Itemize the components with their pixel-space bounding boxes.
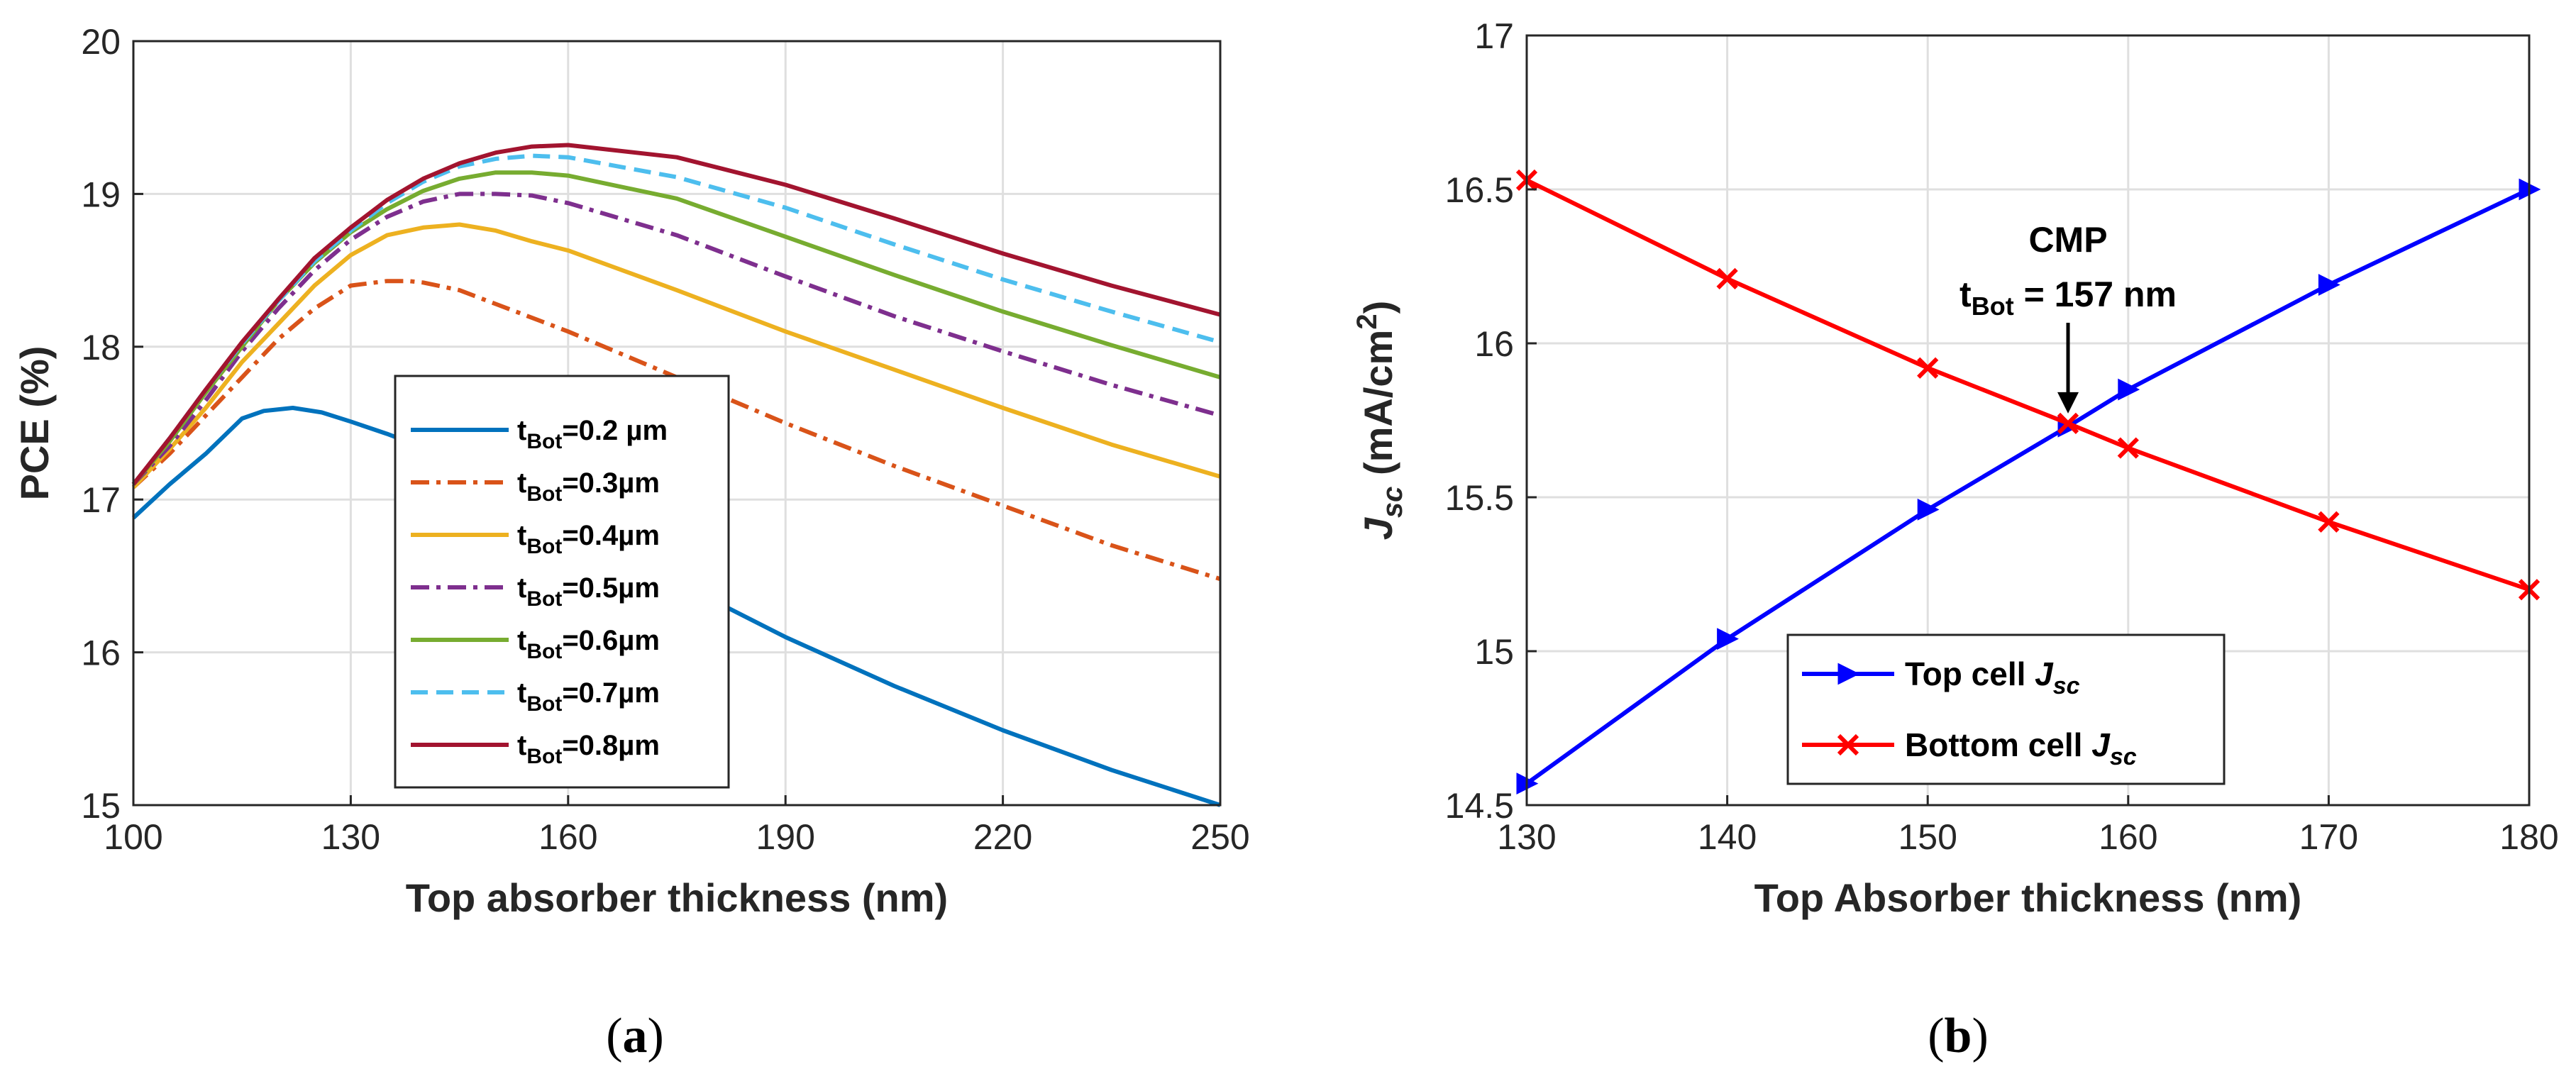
panel-a-axes-frame [132, 40, 1222, 807]
panel-a-ticks: 100 130 160 190 220 250 15 16 17 18 19 20 [81, 22, 1249, 857]
panel-b-ticks: 130 140 150 160 170 180 14.5 15 15.5 16 16.5 17 [1445, 16, 2559, 857]
panel-b-xtick-label: 150 [1898, 817, 1957, 857]
caption-b-letter: b [1945, 1009, 1972, 1063]
caption-b-open: ( [1928, 1009, 1944, 1063]
panel-b-point-top-cell [1717, 628, 1739, 650]
panel-b-point-bottom-cell [1716, 267, 1738, 289]
panel-b-axes-frame [1525, 34, 2531, 807]
panel-b-point-top-cell [2118, 378, 2140, 401]
ylabel-close: ) [1356, 301, 1400, 314]
caption-a-open: ( [606, 1009, 622, 1063]
caption-a-close: ) [648, 1009, 664, 1063]
ylabel-superscript: 2 [1351, 314, 1383, 329]
panel-b-ytick-label: 16.5 [1445, 170, 1514, 210]
panel-b-x-axis-label: Top Absorber thickness (nm) [1754, 875, 2302, 920]
panel-b-point-bottom-cell [2117, 437, 2139, 459]
panel-b-xtick-label: 130 [1497, 817, 1556, 857]
panel-a-y-axis-label: PCE (%) [12, 346, 57, 501]
panel-a-series-line-4 [131, 192, 1221, 486]
panel-b-legend-box [1786, 633, 2226, 785]
panel-a-xtick-label: 250 [1190, 817, 1249, 857]
panel-a-ytick-label: 16 [81, 633, 121, 673]
panel-b-point-bottom-cell [1917, 357, 1939, 379]
panel-a-ytick-label: 17 [81, 480, 121, 520]
caption-a: (a) [606, 1009, 664, 1063]
panel-a-xtick-label: 160 [538, 817, 597, 857]
panel-a-xtick-label: 190 [756, 817, 814, 857]
panel-a-xtick-label: 100 [104, 817, 162, 857]
panel-a-ytick-label: 20 [81, 22, 121, 62]
legend-a-label-4: tBot=0.5µm [517, 572, 660, 611]
panel-a-ytick-label: 15 [81, 786, 121, 826]
legend-b-label-2: Bottom cell Jsc [1905, 726, 2137, 770]
panel-b-point-top-cell [1917, 498, 1940, 521]
ylabel-sc-subscript: sc [1377, 487, 1408, 519]
panel-a-series-line-5 [131, 170, 1221, 486]
legend-b-label-1: Top cell Jsc [1905, 655, 2080, 699]
panel-b: 130 140 150 160 170 180 14.5 15 15.5 16 16.5 17 Top… [1351, 16, 2559, 920]
panel-b-ytick-label: 17 [1474, 16, 1514, 56]
panel-b-series [1515, 169, 2541, 795]
panel-b-y-axis-label: Jsc (mA/cm2) [1351, 301, 1408, 541]
legend-a-label-7: tBot=0.8µm [517, 730, 660, 768]
annotation-cmp: CMP [2028, 220, 2107, 260]
legend-a-label-6: tBot=0.7µm [517, 677, 660, 716]
legend-a-label-1: tBot=0.2 µm [517, 415, 668, 453]
panel-b-xtick-label: 180 [2499, 817, 2558, 857]
panel-a-xtick-label: 220 [973, 817, 1032, 857]
panel-b-point-bottom-cell [2318, 511, 2340, 533]
panel-b-ytick-label: 16 [1474, 324, 1514, 364]
legend-b-marker-2 [1837, 733, 1859, 756]
panel-a-ytick-label: 19 [81, 175, 121, 214]
legend-a-label-5: tBot=0.6µm [517, 625, 660, 663]
ylabel-j: J [1356, 516, 1400, 540]
panel-b-xtick-label: 170 [2299, 817, 2358, 857]
panel-b-annotation: CMP tBot = 157 nm [1959, 220, 2177, 414]
annotation-arrow-head [2057, 392, 2079, 414]
panel-a-ytick-label: 18 [81, 328, 121, 367]
panel-b-legend: Top cell Jsc Bottom cell Jsc [1786, 633, 2226, 785]
panel-a-series-line-7 [131, 143, 1221, 486]
annotation-value: = 157 nm [2014, 275, 2177, 314]
panel-a-x-axis-label: Top absorber thickness (nm) [406, 875, 948, 920]
panel-a-xtick-label: 130 [321, 817, 380, 857]
panel-a-series-line-3 [131, 222, 1221, 489]
panel-a-series-line-6 [131, 153, 1221, 486]
legend-a-label-3: tBot=0.4µm [517, 520, 660, 558]
panel-b-xtick-label: 140 [1698, 817, 1757, 857]
panel-a-legend: tBot=0.2 µm tBot=0.3µm tBot=0.4µm tBot=0.5µ… [394, 375, 730, 789]
panel-a: 100 130 160 190 220 250 15 16 17 18 19 20 Top absor… [12, 22, 1250, 920]
panel-b-ytick-label: 14.5 [1445, 786, 1514, 826]
panel-b-ytick-label: 15 [1474, 632, 1514, 672]
caption-b-close: ) [1972, 1009, 1988, 1063]
panel-a-legend-box [394, 375, 730, 789]
panel-b-xtick-label: 160 [2099, 817, 2157, 857]
panel-a-series-line-2 [131, 279, 1221, 582]
annotation-tbot: tBot = 157 nm [1959, 275, 2177, 321]
panel-b-point-bottom-cell [2057, 412, 2079, 434]
caption-a-letter: a [623, 1009, 648, 1063]
annotation-bot-subscript: Bot [1972, 292, 2014, 321]
legend-a-label-2: tBot=0.3µm [517, 467, 660, 506]
legend-b-marker-1 [1837, 663, 1860, 685]
ylabel-unit: (mA/cm [1356, 330, 1400, 487]
annotation-t: t [1959, 275, 1972, 314]
caption-b: (b) [1928, 1009, 1989, 1063]
panel-b-point-top-cell [2318, 274, 2340, 296]
panel-b-ytick-label: 15.5 [1445, 478, 1514, 518]
